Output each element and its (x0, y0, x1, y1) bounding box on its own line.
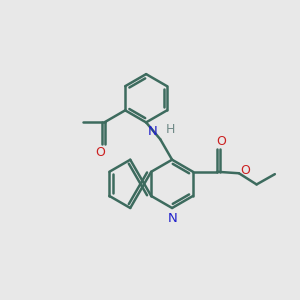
Text: O: O (240, 164, 250, 177)
Text: N: N (148, 125, 158, 138)
Text: O: O (95, 146, 105, 159)
Text: O: O (216, 135, 226, 148)
Text: H: H (166, 123, 175, 136)
Text: N: N (168, 212, 178, 225)
